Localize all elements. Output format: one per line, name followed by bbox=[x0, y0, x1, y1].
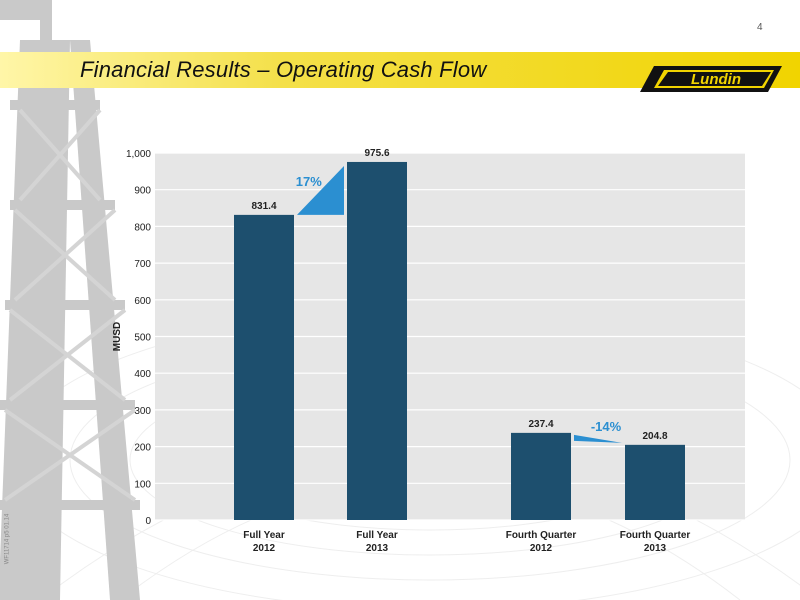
y-tick-label: 500 bbox=[134, 333, 151, 344]
logo-text: Lundin bbox=[691, 71, 741, 88]
x-tick-label: 2012 bbox=[253, 543, 276, 554]
data-label: 831.4 bbox=[251, 201, 276, 212]
y-tick-label: 0 bbox=[145, 516, 151, 527]
x-axis-labels: Full Year 2012 Full Year 2013 Fourth Quarter… bbox=[243, 530, 690, 554]
y-tick-label: 1,000 bbox=[126, 149, 151, 160]
y-tick-label: 800 bbox=[134, 222, 151, 233]
bars: 831.4 975.6 237.4 204.8 bbox=[234, 148, 685, 520]
x-tick-label: Full Year bbox=[243, 530, 285, 541]
y-tick-label: 100 bbox=[134, 479, 151, 490]
bar bbox=[625, 444, 685, 520]
x-tick-label: 2013 bbox=[366, 543, 389, 554]
page-number: 4 bbox=[757, 22, 763, 33]
y-axis-ticks: 0 100 200 300 400 500 600 700 800 900 1,000 bbox=[126, 149, 151, 527]
y-tick-label: 600 bbox=[134, 296, 151, 307]
y-tick-label: 900 bbox=[134, 186, 151, 197]
x-tick-label: 2012 bbox=[530, 543, 553, 554]
data-label: 204.8 bbox=[642, 431, 667, 442]
annotations: 17% -14% bbox=[296, 165, 622, 443]
percent-change-label: 17% bbox=[296, 174, 322, 189]
increase-arrow-triangle bbox=[297, 165, 344, 215]
y-axis-title: MUSD bbox=[112, 322, 123, 351]
data-label: 975.6 bbox=[364, 148, 389, 159]
lundin-logo: Lundin bbox=[640, 66, 782, 92]
y-tick-label: 400 bbox=[134, 369, 151, 380]
data-label: 237.4 bbox=[528, 419, 553, 430]
rig-bracing bbox=[3, 108, 137, 502]
oil-rig-silhouette bbox=[0, 0, 140, 600]
x-tick-label: 2013 bbox=[644, 543, 667, 554]
bar bbox=[511, 432, 571, 520]
bar bbox=[234, 214, 294, 520]
slide-title: Financial Results – Operating Cash Flow bbox=[80, 57, 487, 82]
x-tick-label: Fourth Quarter bbox=[506, 530, 577, 541]
y-tick-label: 200 bbox=[134, 443, 151, 454]
y-tick-label: 700 bbox=[134, 259, 151, 270]
percent-change-label: -14% bbox=[591, 419, 622, 434]
x-tick-label: Fourth Quarter bbox=[620, 530, 691, 541]
x-tick-label: Full Year bbox=[356, 530, 398, 541]
decrease-arrow-triangle bbox=[574, 434, 622, 443]
y-tick-label: 300 bbox=[134, 406, 151, 417]
bar bbox=[347, 161, 407, 520]
